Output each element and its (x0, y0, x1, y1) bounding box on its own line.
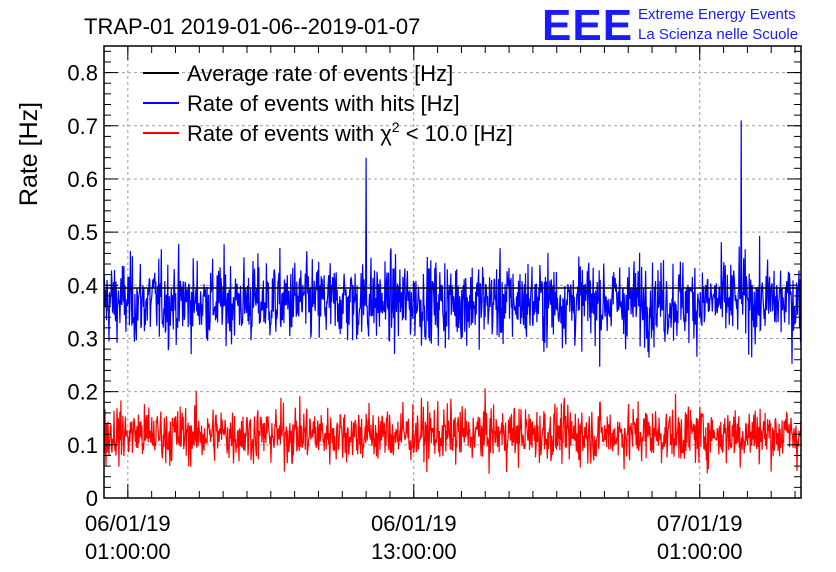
x-tick-date: 07/01/19 (657, 511, 743, 536)
eee-logo-mark: EEE (542, 1, 633, 50)
tick-labels: 0 0.1 0.2 0.3 0.4 0.5 0.6 0.7 0.8 06/01/19 01:00:0… (67, 61, 742, 564)
plot-frame (103, 45, 802, 499)
y-tick-label: 0.3 (67, 326, 98, 351)
eee-logo: EEE Extreme Energy Events La Scienza nel… (542, 1, 798, 50)
eee-logo-line2: La Scienza nelle Scuole (638, 26, 798, 43)
series-layer (103, 120, 802, 474)
series-hits-line (103, 120, 802, 367)
y-tick-label: 0 (86, 486, 98, 511)
legend-chi2-sup: 2 (392, 119, 400, 135)
y-tick-label: 0.2 (67, 380, 98, 405)
legend-chi2-suffix: < 10.0 [Hz] (400, 121, 513, 146)
x-tick-date: 06/01/19 (371, 511, 457, 536)
x-tick-time: 01:00:00 (85, 539, 171, 564)
legend-label-hits: Rate of events with hits [Hz] (187, 91, 460, 116)
y-tick-label: 0.5 (67, 220, 98, 245)
y-axis-label: Rate [Hz] (15, 102, 43, 206)
chart-title: TRAP-01 2019-01-06--2019-01-07 (84, 14, 420, 39)
eee-logo-line1: Extreme Energy Events (638, 6, 796, 23)
legend-label-average: Average rate of events [Hz] (187, 61, 453, 86)
legend-chi2-symbol: χ (380, 121, 392, 146)
x-tick-time: 01:00:00 (657, 539, 743, 564)
legend-chi2-prefix: Rate of events with (187, 121, 380, 146)
x-tick-date: 06/01/19 (85, 511, 171, 536)
legend: Average rate of events [Hz] Rate of even… (143, 61, 513, 146)
y-tick-label: 0.1 (67, 433, 98, 458)
series-chi2-line (103, 388, 802, 474)
x-tick-time: 13:00:00 (371, 539, 457, 564)
y-tick-label: 0.4 (67, 273, 98, 298)
legend-label-chi2: Rate of events with χ2 < 10.0 [Hz] (187, 119, 513, 146)
axes (103, 45, 802, 499)
y-tick-label: 0.7 (67, 114, 98, 139)
y-tick-label: 0.6 (67, 167, 98, 192)
y-tick-label: 0.8 (67, 61, 98, 86)
